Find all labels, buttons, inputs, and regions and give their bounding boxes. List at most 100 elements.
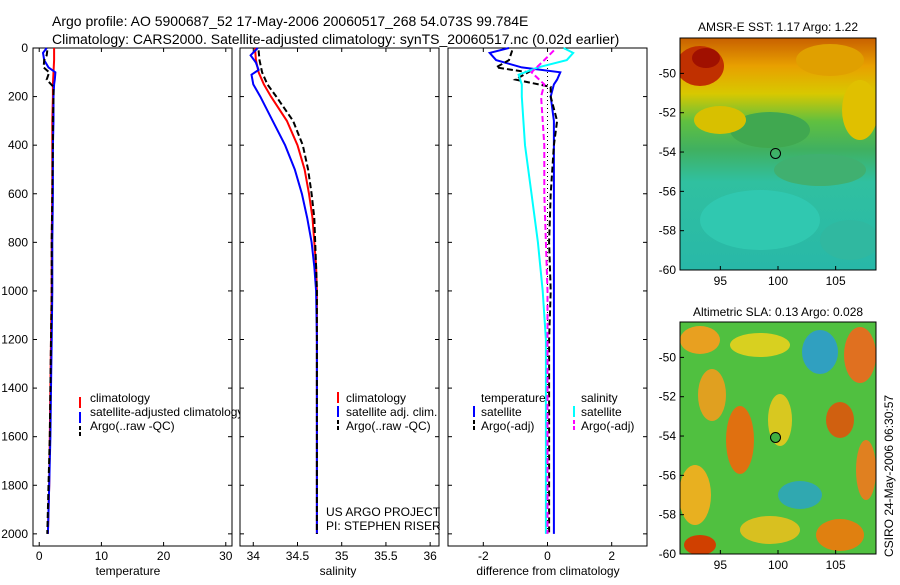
x-tick-label: 20 xyxy=(157,549,171,563)
series-line xyxy=(257,50,318,534)
sst-patch xyxy=(842,80,876,140)
y-tick-label: -60 xyxy=(659,263,677,277)
legend-temp-satellite: satellite xyxy=(481,405,522,419)
x-tick-label: 35 xyxy=(335,549,349,563)
x-tick-label: 95 xyxy=(714,558,728,572)
sla-patch xyxy=(726,406,754,474)
sst-map-title: AMSR-E SST: 1.17 Argo: 1.22 xyxy=(698,20,858,34)
sst-patch xyxy=(774,154,866,186)
y-tick-label: -52 xyxy=(659,390,677,404)
legend-climatology: climatology xyxy=(346,391,406,405)
y-tick-label: 2000 xyxy=(1,527,28,541)
y-tick-label: 800 xyxy=(8,235,28,249)
x-tick-label: 2 xyxy=(608,549,615,563)
title-line2: Climatology: CARS2000. Satellite-adjuste… xyxy=(52,31,619,47)
sla-patch xyxy=(730,333,790,357)
legend-salinity-header: salinity xyxy=(581,391,618,405)
difference-xlabel: difference from climatology xyxy=(476,564,619,578)
x-tick-label: 36 xyxy=(423,549,437,563)
series-line xyxy=(42,50,55,534)
x-tick-label: 30 xyxy=(219,549,233,563)
temperature-panel: 0 10 20 30 0 200 400 600 800 1000 1200 1400 1600 1800… xyxy=(1,41,243,578)
temperature-legend: climatology satellite-adjusted climatolo… xyxy=(79,391,243,437)
y-tick-label: -60 xyxy=(659,547,677,561)
sst-warm-core xyxy=(692,48,720,68)
y-tick-label: 400 xyxy=(8,138,28,152)
sla-patch xyxy=(856,440,876,500)
csiro-timestamp: CSIRO 24-May-2006 06:30:57 xyxy=(882,395,896,557)
x-tick-label: 95 xyxy=(714,274,728,288)
salinity-legend: climatology satellite adj. clim. Argo(..… xyxy=(337,391,437,433)
x-tick-label: 0 xyxy=(36,549,43,563)
legend-sal-argo: Argo(-adj) xyxy=(581,419,634,433)
y-tick-label: 1000 xyxy=(1,284,28,298)
y-tick-label: -54 xyxy=(659,145,677,159)
sla-patch xyxy=(740,516,800,544)
title-line1: Argo profile: AO 5900687_52 17-May-2006 … xyxy=(52,13,528,29)
sla-patch xyxy=(816,519,864,551)
sst-patch xyxy=(700,190,820,250)
y-tick-label: 600 xyxy=(8,187,28,201)
sla-map-panel: Altimetric SLA: 0.13 Argo: 0.028 95 100 10… xyxy=(659,305,877,572)
sla-patch xyxy=(680,465,711,525)
x-tick-label: 105 xyxy=(826,274,846,288)
x-tick-label: 105 xyxy=(826,558,846,572)
x-tick-label: 34 xyxy=(247,549,261,563)
y-tick-label: -56 xyxy=(659,468,677,482)
x-tick-label: 34.5 xyxy=(286,549,310,563)
legend-climatology: climatology xyxy=(90,391,150,405)
pi-annotation: PI: STEPHEN RISER xyxy=(326,519,441,533)
difference-legend: temperature satellite Argo(-adj) salinit… xyxy=(473,391,634,433)
sla-patch xyxy=(698,369,726,421)
x-tick-label: 35.5 xyxy=(374,549,398,563)
y-tick-label: 1600 xyxy=(1,430,28,444)
legend-argo: Argo(..raw -QC) xyxy=(346,419,431,433)
argo-position-marker xyxy=(770,431,782,443)
legend-temperature-header: temperature xyxy=(481,391,546,405)
y-tick-label: -54 xyxy=(659,429,677,443)
temperature-axes xyxy=(32,47,233,547)
x-tick-label: 100 xyxy=(768,274,788,288)
y-tick-label: -56 xyxy=(659,184,677,198)
sst-patch xyxy=(730,112,810,148)
y-tick-label: -58 xyxy=(659,508,677,522)
sst-map-panel: AMSR-E SST: 1.17 Argo: 1.22 95 100 105 -50 -… xyxy=(659,20,877,288)
sst-patch xyxy=(820,220,876,260)
x-tick-label: -2 xyxy=(478,549,489,563)
project-annotation: US ARGO PROJECT xyxy=(326,505,441,519)
legend-argo: Argo(..raw -QC) xyxy=(90,419,175,433)
legend-sal-satellite: satellite xyxy=(581,405,622,419)
argo-position-marker xyxy=(770,147,782,159)
salinity-axes xyxy=(239,47,440,547)
y-tick-label: 1200 xyxy=(1,333,28,347)
series-line xyxy=(530,49,555,534)
sla-patch xyxy=(844,327,876,383)
legend-temp-argo: Argo(-adj) xyxy=(481,419,534,433)
x-tick-label: 0 xyxy=(544,549,551,563)
x-tick-label: 100 xyxy=(768,558,788,572)
y-tick-label: 1400 xyxy=(1,381,28,395)
sla-patch xyxy=(826,402,854,438)
sla-patch xyxy=(802,330,838,374)
series-line xyxy=(517,47,575,534)
y-tick-label: 0 xyxy=(21,41,28,55)
salinity-panel: 34 34.5 35 35.5 36 salinity climatology sate… xyxy=(239,47,441,578)
sst-patch xyxy=(694,106,746,134)
y-tick-label: -50 xyxy=(659,350,677,364)
sla-patch xyxy=(684,535,716,554)
legend-satellite-adj: satellite adj. clim. xyxy=(346,405,437,419)
salinity-xlabel: salinity xyxy=(320,564,357,578)
sla-map-title: Altimetric SLA: 0.13 Argo: 0.028 xyxy=(693,305,863,319)
temperature-xlabel: temperature xyxy=(96,564,161,578)
y-tick-label: -58 xyxy=(659,224,677,238)
y-tick-label: 1800 xyxy=(1,478,28,492)
y-tick-label: -50 xyxy=(659,66,677,80)
difference-panel: -2 0 2 difference from climatology tempera… xyxy=(447,47,648,578)
legend-satellite-adjusted: satellite-adjusted climatology xyxy=(90,405,243,419)
y-tick-label: -52 xyxy=(659,106,677,120)
x-tick-label: 10 xyxy=(95,549,109,563)
sla-patch xyxy=(680,326,720,354)
sla-patch xyxy=(778,481,822,509)
sst-patch xyxy=(796,44,864,76)
